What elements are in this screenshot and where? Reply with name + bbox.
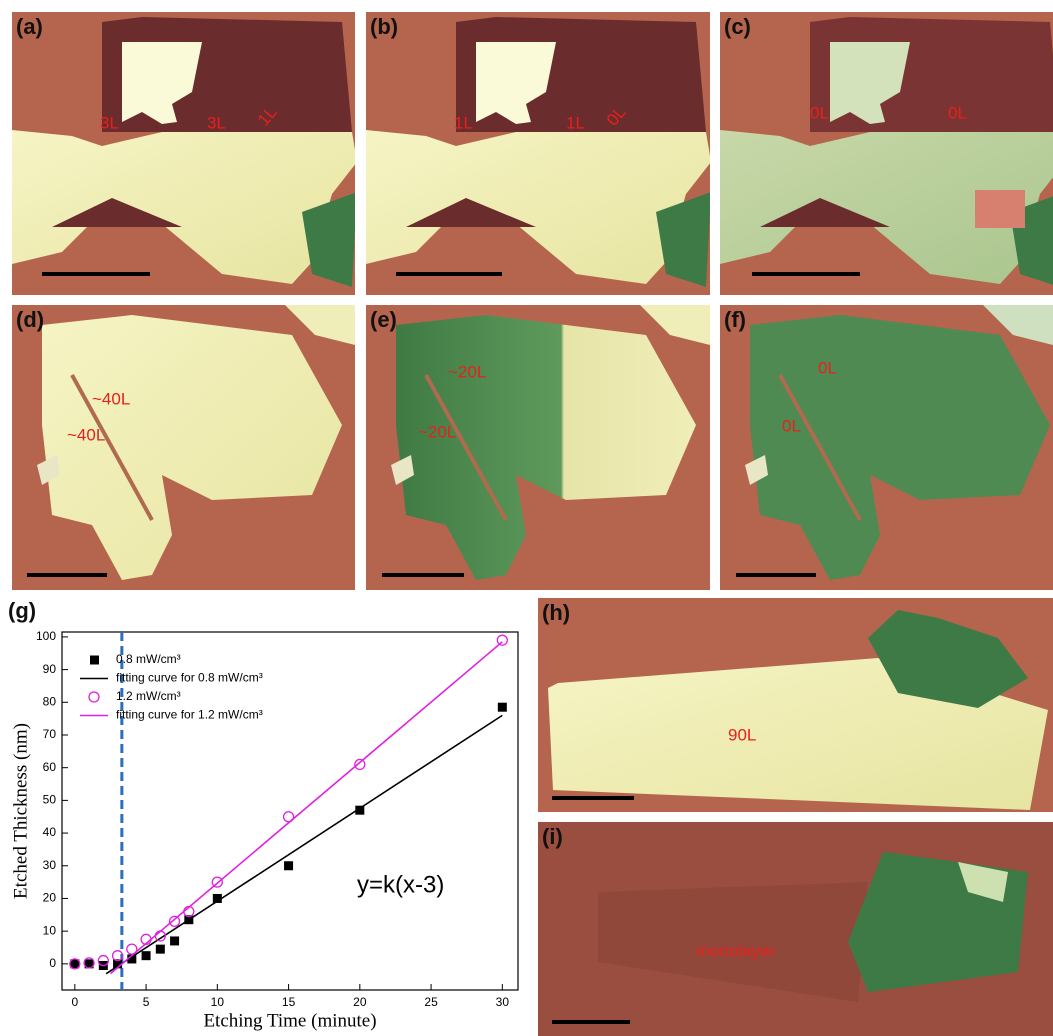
panel-label: (b) (370, 14, 398, 39)
x-tick-label: 15 (282, 995, 296, 1009)
figure: (a)3L3L1L(b)1L1L0L(c)0L0L(d)~40L~40L(e)~… (0, 0, 1053, 1036)
y-tick-label: 50 (43, 793, 57, 807)
image-content (720, 12, 1053, 295)
data-point (497, 635, 507, 645)
data-point (284, 861, 293, 870)
image-content (366, 305, 710, 590)
panel-label: (f) (724, 307, 746, 332)
y-tick-label: 70 (43, 727, 57, 741)
x-tick-label: 5 (143, 995, 150, 1009)
data-point (156, 945, 165, 954)
panel-label: (i) (542, 824, 563, 849)
x-tick-label: 30 (496, 995, 510, 1009)
y-tick-label: 40 (43, 825, 57, 839)
annotation: 0L (818, 358, 837, 377)
data-point (498, 703, 507, 712)
y-tick-label: 100 (36, 629, 56, 643)
x-tick-label: 25 (424, 995, 438, 1009)
micrograph: (h) 90L (538, 598, 1053, 812)
image-content (538, 598, 1053, 812)
micrograph: (d) ~40L ~40L (12, 305, 355, 590)
annotation: 90L (728, 725, 756, 744)
annotation: ~40L (92, 389, 130, 408)
residue (975, 190, 1025, 228)
x-tick-label: 10 (211, 995, 225, 1009)
panel-label: (e) (370, 307, 397, 332)
x-axis-title: Etching Time (minute) (203, 1010, 376, 1031)
annotation: ~20L (448, 362, 486, 381)
annotation: monolayer (696, 941, 776, 960)
annotation: 1L (566, 113, 585, 132)
y-tick-label: 90 (43, 662, 57, 676)
y-tick-label: 30 (43, 858, 57, 872)
image-content (12, 12, 357, 295)
x-tick-label: 20 (353, 995, 367, 1009)
annotation: 3L (207, 113, 226, 132)
y-tick-label: 20 (43, 891, 57, 905)
y-tick-label: 60 (43, 760, 57, 774)
y-tick-label: 0 (49, 956, 56, 970)
micrograph: (f) 0L 0L (720, 305, 1053, 590)
data-point (170, 936, 179, 945)
annotation: 1L (454, 113, 473, 132)
legend-label: 1.2 mW/cm³ (116, 689, 181, 703)
legend-label: fitting curve for 1.2 mW/cm³ (116, 708, 263, 722)
legend-swatch (89, 692, 99, 702)
y-tick-label: 10 (43, 923, 57, 937)
annotation: 3L (100, 113, 119, 132)
panel-label: (c) (724, 14, 751, 39)
y-tick-label: 80 (43, 694, 57, 708)
image-content (538, 822, 1053, 1036)
annotation: 0L (810, 103, 829, 122)
y-axis-title: Etched Thickness (nm) (10, 723, 31, 899)
annotation: y=k(x-3) (357, 871, 444, 898)
panel-label: (d) (16, 307, 44, 332)
micrograph: (e) ~20L ~20L (366, 305, 710, 590)
panel-label: (a) (16, 14, 43, 39)
x-tick-label: 0 (71, 995, 78, 1009)
annotation: ~40L (67, 425, 105, 444)
annotation: 0L (782, 416, 801, 435)
micrograph: (c) 0L 0L (720, 12, 1053, 295)
micrograph: (i) monolayer (538, 822, 1053, 1036)
data-point (142, 951, 151, 960)
legend-label: 0.8 mW/cm³ (116, 652, 181, 666)
panel-label: (h) (542, 600, 570, 625)
image-content (720, 305, 1053, 590)
image-content (366, 12, 711, 295)
legend-swatch (90, 656, 99, 665)
legend-label: fitting curve for 0.8 mW/cm³ (116, 671, 263, 685)
image-content (12, 305, 355, 590)
annotation: 0L (948, 103, 967, 122)
panel-label: (g) (8, 598, 36, 623)
annotation: ~20L (418, 422, 456, 441)
